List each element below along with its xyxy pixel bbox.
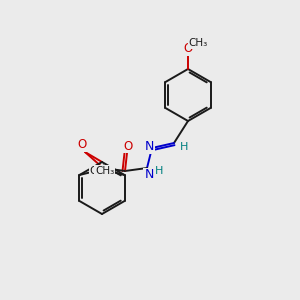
- Text: N: N: [144, 169, 154, 182]
- Text: CH₃: CH₃: [188, 38, 208, 48]
- Text: O: O: [77, 139, 87, 152]
- Text: N: N: [144, 140, 154, 152]
- Text: O: O: [123, 140, 133, 152]
- Text: H: H: [155, 166, 163, 176]
- Text: H: H: [180, 142, 188, 152]
- Text: CH₃: CH₃: [90, 166, 109, 176]
- Text: O: O: [183, 43, 193, 56]
- Text: CH₃: CH₃: [95, 166, 114, 176]
